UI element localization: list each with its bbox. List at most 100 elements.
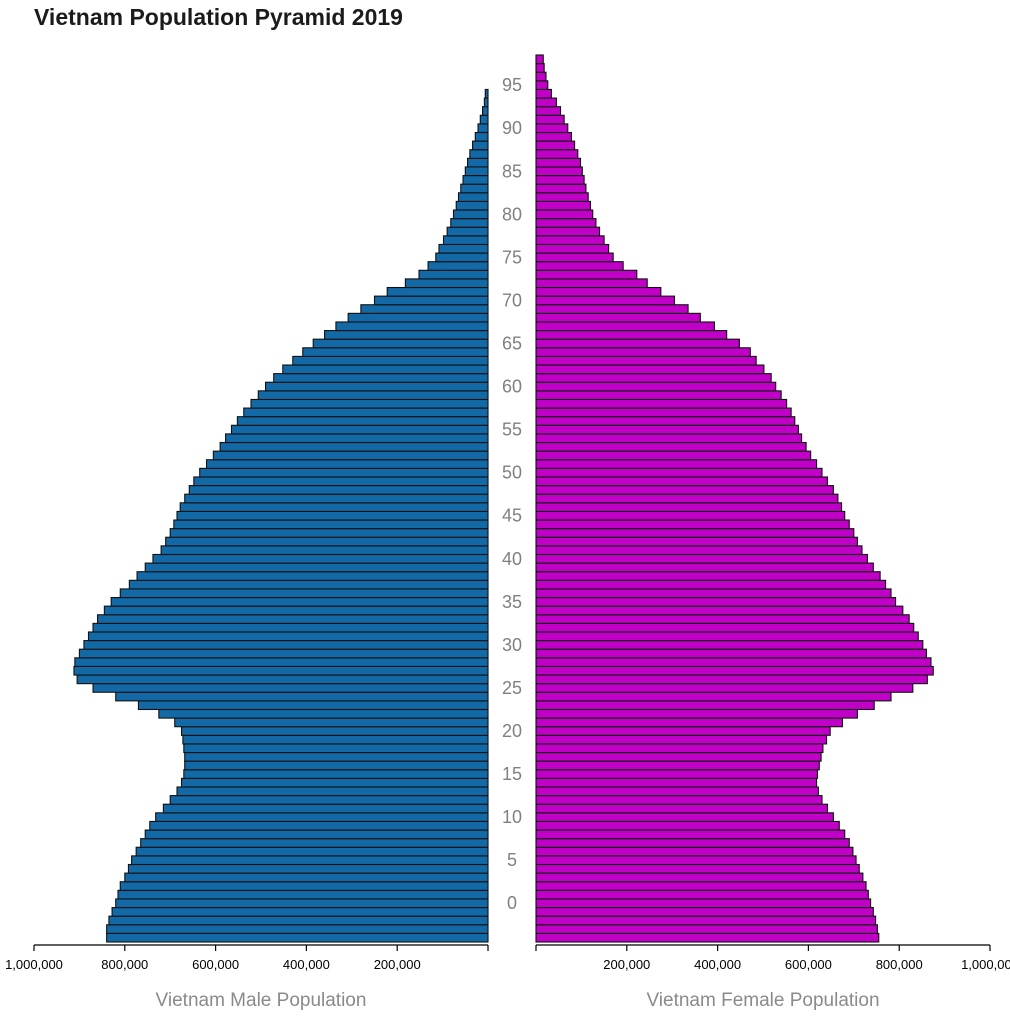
male-bar-age-45 — [176, 510, 489, 521]
male-bar-age-39 — [144, 562, 489, 573]
male-x-tick-label: 1,000,000 — [5, 957, 63, 972]
female-bar-age-69 — [535, 304, 689, 314]
male-x-axis: 1,000,000 800,000 600,000 400,000 200,000 — [5, 944, 489, 972]
age-tick-label: 65 — [502, 333, 522, 353]
female-bar-age-17 — [535, 751, 822, 762]
female-bar-age-30 — [535, 640, 924, 650]
male-bar-age-31 — [87, 631, 489, 642]
female-bar-age-76 — [535, 243, 610, 254]
female-bar-age-29 — [535, 648, 927, 659]
female-bar-age-36 — [535, 588, 892, 599]
male-bar-age-47 — [184, 493, 489, 504]
female-bar-age-58 — [535, 398, 788, 409]
female-bar-age-61 — [535, 373, 772, 383]
male-bar-age-53 — [219, 441, 489, 452]
female-bar-age-56 — [535, 416, 796, 426]
male-bar-age-59 — [257, 390, 489, 401]
female-bar-age-34 — [535, 605, 904, 616]
female-bar-age-91 — [535, 114, 565, 125]
female-bar-age-14 — [535, 777, 818, 788]
female-bars-group — [535, 54, 934, 943]
female-bar-age-47 — [535, 493, 839, 504]
female-bar-age-15 — [535, 769, 819, 779]
male-bars-group — [73, 88, 489, 943]
female-bar-age-31 — [535, 631, 919, 642]
male-bar-age-85 — [464, 166, 489, 177]
male-bar-age-76 — [438, 243, 489, 254]
male-bar-age-44 — [173, 519, 489, 530]
age-tick-label: 85 — [502, 161, 522, 181]
male-bar-age-84 — [462, 175, 489, 185]
male-bar-age-24 — [115, 691, 489, 702]
male-x-tick-label: 400,000 — [283, 957, 330, 972]
age-tick-label: 75 — [502, 247, 522, 267]
male-bar-age-13 — [176, 786, 489, 797]
female-x-tick-label: 200,000 — [603, 957, 650, 972]
age-tick-label: 25 — [502, 678, 522, 698]
male-bar-age--3 — [106, 924, 489, 934]
female-x-tick-label: 400,000 — [694, 957, 741, 972]
female-bar-age-46 — [535, 502, 843, 512]
male-bar-age-12 — [169, 795, 489, 805]
age-tick-label: 35 — [502, 592, 522, 612]
female-bar-age-90 — [535, 123, 569, 134]
age-tick-label: 70 — [502, 290, 522, 310]
female-bar-age-23 — [535, 700, 875, 711]
female-bar-age--2 — [535, 915, 877, 926]
male-bar-age-68 — [347, 312, 489, 323]
age-tick-label: 90 — [502, 118, 522, 138]
female-bar-age-48 — [535, 485, 834, 495]
male-bar-age-72 — [404, 278, 489, 289]
male-bar-age-43 — [169, 528, 489, 538]
male-bar-age-60 — [264, 381, 489, 392]
female-bar-age-81 — [535, 200, 592, 211]
male-bar-age-82 — [457, 192, 489, 202]
female-bar-age-55 — [535, 424, 799, 435]
male-bar-age-78 — [446, 226, 489, 237]
female-bar-age-7 — [535, 838, 850, 848]
female-bar-age-68 — [535, 312, 701, 323]
male-bar-age--1 — [111, 907, 489, 917]
male-bar-age-16 — [184, 760, 489, 771]
male-bar-age-41 — [160, 545, 489, 556]
male-bar-age-14 — [181, 777, 489, 788]
female-bar-age-96 — [535, 71, 547, 82]
male-bar-age-81 — [455, 200, 489, 211]
female-bar-age-63 — [535, 355, 757, 366]
female-bar-age-64 — [535, 347, 751, 357]
female-bar-age-28 — [535, 657, 932, 667]
female-bar-age-42 — [535, 536, 858, 547]
male-bar-age-32 — [92, 622, 489, 633]
female-bar-age-73 — [535, 269, 638, 280]
male-bar-age-88 — [472, 140, 489, 151]
male-bar-age-49 — [193, 476, 489, 487]
male-bar-age-37 — [128, 579, 489, 590]
female-bar-age-97 — [535, 63, 545, 73]
age-tick-label: 20 — [502, 721, 522, 741]
female-bar-age-25 — [535, 683, 914, 693]
male-bar-age-21 — [174, 717, 489, 728]
male-bar-age-67 — [335, 321, 489, 332]
male-bar-age-18 — [183, 743, 489, 754]
female-bar-age-94 — [535, 88, 552, 99]
male-bar-age-93 — [483, 97, 489, 108]
male-bar-age-79 — [450, 218, 489, 228]
female-bar-age-93 — [535, 97, 557, 108]
female-bar-age-65 — [535, 338, 740, 349]
male-bar-age-50 — [199, 467, 489, 478]
female-bar-age-85 — [535, 166, 583, 177]
male-bar-age-25 — [92, 683, 489, 693]
male-bar-age-33 — [97, 614, 489, 624]
male-bar-age-83 — [460, 183, 489, 194]
female-x-tick-label: 800,000 — [876, 957, 923, 972]
male-bar-age-94 — [484, 88, 489, 99]
female-bar-age-82 — [535, 192, 589, 202]
female-bar-age-6 — [535, 846, 854, 857]
male-bar-age-62 — [282, 364, 489, 375]
male-bar-age-7 — [140, 838, 489, 848]
female-bar-age-20 — [535, 726, 831, 736]
female-bar-age-72 — [535, 278, 648, 289]
age-tick-label: 60 — [502, 377, 522, 397]
age-tick-label: 40 — [502, 549, 522, 569]
age-tick-label: 45 — [502, 506, 522, 526]
